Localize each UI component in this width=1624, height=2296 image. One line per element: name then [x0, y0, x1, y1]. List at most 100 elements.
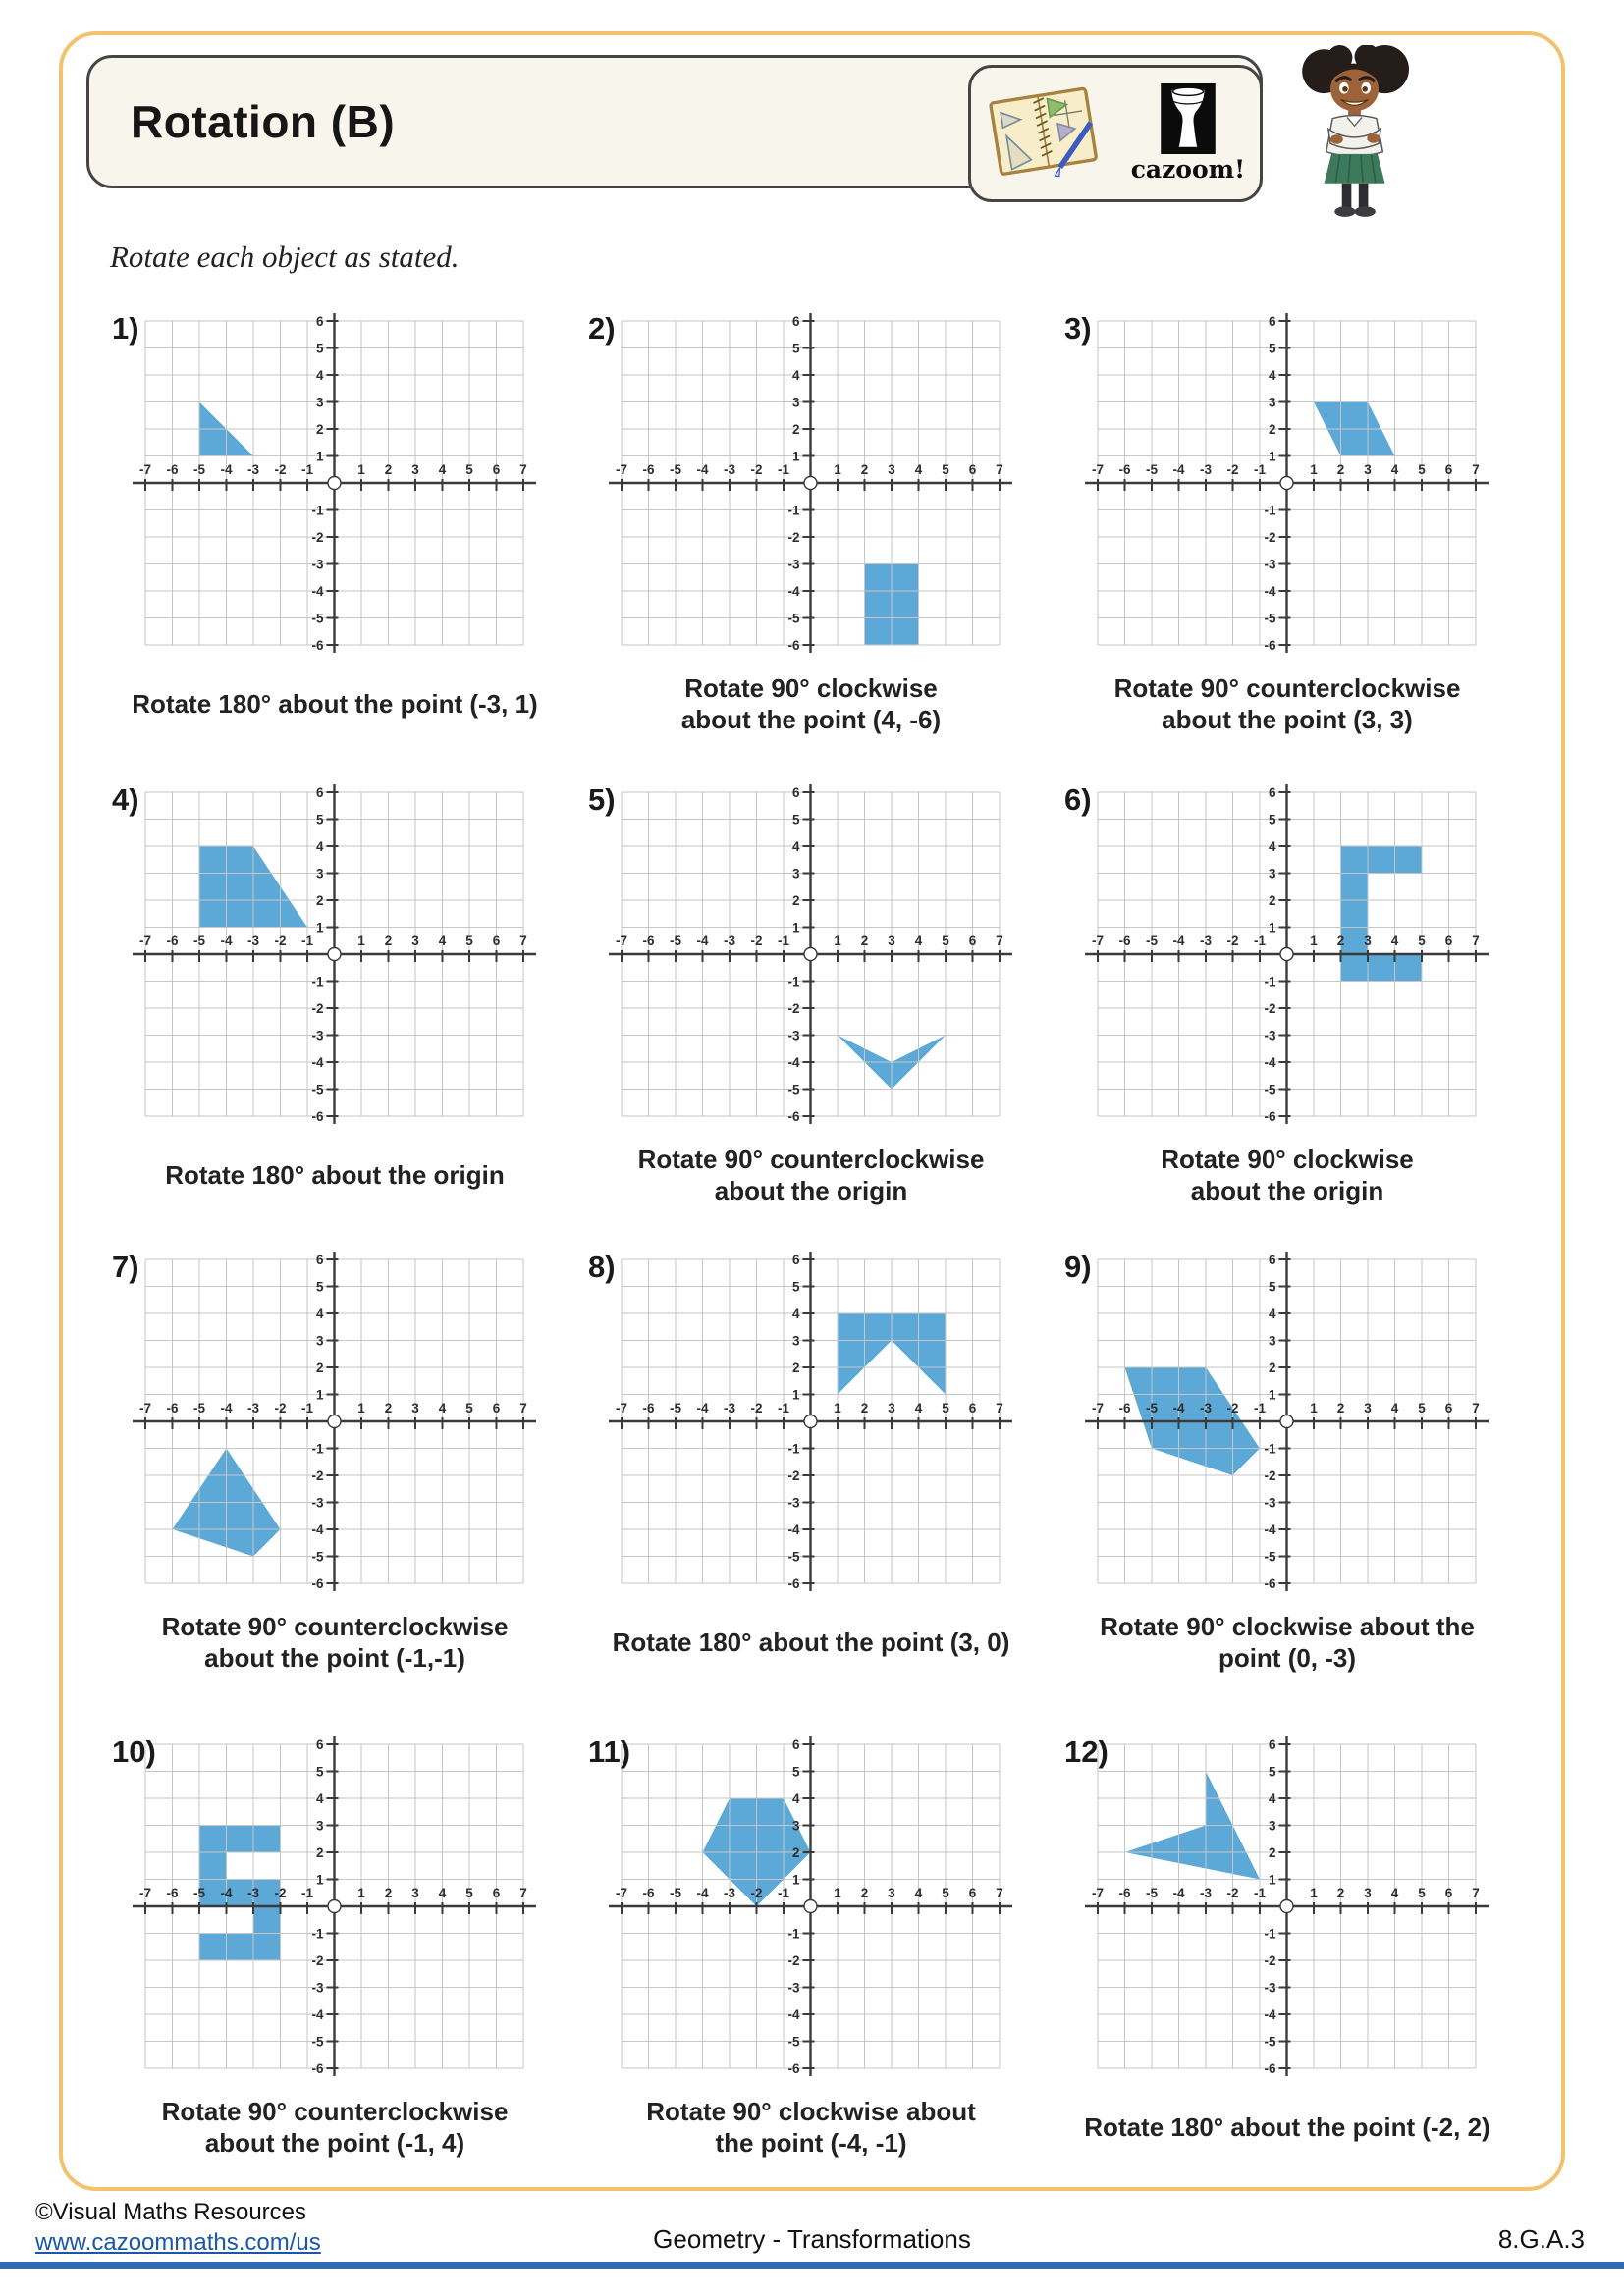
tick-label: 1: [316, 450, 324, 464]
tick-label: -2: [1264, 1953, 1275, 1968]
tick-label: 2: [861, 934, 869, 948]
tick-label: 4: [1269, 1307, 1276, 1321]
tick-label: 3: [316, 396, 324, 410]
tick-label: 1: [1269, 1388, 1276, 1403]
tick-label: 3: [1269, 1334, 1276, 1349]
origin-marker: [327, 1414, 342, 1429]
tick-label: -2: [311, 1001, 323, 1016]
tick-label: 1: [357, 1401, 365, 1415]
tick-label: 5: [1269, 1280, 1276, 1295]
tick-label: 5: [942, 934, 949, 948]
cazoom-logo-text: cazoom!: [1130, 155, 1246, 184]
tick-label: 6: [969, 934, 977, 948]
tick-label: 4: [915, 462, 923, 477]
tick-label: 5: [792, 342, 800, 356]
tick-label: 5: [942, 1401, 949, 1415]
tick-label: 7: [1472, 1401, 1480, 1415]
tick-label: -4: [696, 462, 708, 477]
tick-label: 1: [792, 921, 800, 935]
tick-label: 3: [1269, 867, 1276, 881]
tick-label: -7: [616, 1886, 627, 1900]
problem-number: 6): [1064, 782, 1092, 817]
tick-label: 3: [888, 934, 895, 948]
problem-number: 7): [112, 1250, 139, 1284]
tick-label: -6: [1118, 1886, 1130, 1900]
tick-label: -2: [274, 1401, 286, 1415]
tick-label: 7: [996, 1886, 1003, 1900]
tick-label: 5: [465, 1886, 473, 1900]
tick-label: 2: [861, 1886, 869, 1900]
tick-label: 2: [861, 462, 869, 477]
problem-shape: [199, 1825, 281, 1960]
problem-number: 12): [1064, 1735, 1109, 1769]
tick-label: 6: [792, 1737, 800, 1752]
problem-9: 9) -7 -6 -5 -4 -3 -2 -1 1 2 3 4 5 6 7 -6 -5 -4 -3 -2 -1 1 2 3 4 5…: [1064, 1250, 1489, 1673]
origin-marker: [803, 946, 818, 962]
tick-label: -7: [616, 462, 627, 477]
tick-label: 6: [316, 1253, 324, 1267]
tick-label: 1: [357, 934, 365, 948]
tick-label: 4: [1269, 839, 1276, 854]
tick-label: 6: [316, 785, 324, 800]
problem-caption: Rotate 90° clockwise about the point (4,…: [680, 672, 942, 735]
tick-label: 7: [1472, 934, 1480, 948]
tick-label: -1: [301, 462, 313, 477]
footer-url-link[interactable]: www.cazoommaths.com/us: [35, 2229, 321, 2257]
tick-label: -6: [1264, 1109, 1275, 1124]
tick-label: -3: [1264, 1981, 1275, 1996]
tick-label: 2: [316, 893, 324, 908]
tick-label: 3: [1364, 934, 1372, 948]
tick-label: 5: [942, 1886, 949, 1900]
tick-label: 5: [316, 1280, 324, 1295]
tick-label: -5: [311, 612, 323, 626]
tick-label: 2: [385, 1886, 393, 1900]
tick-label: 2: [1269, 1845, 1276, 1860]
tick-label: -6: [166, 462, 178, 477]
tick-label: 2: [1337, 1401, 1345, 1415]
tick-label: -3: [787, 558, 799, 572]
tick-label: 6: [1269, 785, 1276, 800]
tick-label: -7: [616, 1401, 627, 1415]
tick-label: -6: [787, 1109, 799, 1124]
tick-label: 5: [1418, 1401, 1426, 1415]
tick-label: -3: [1264, 558, 1275, 572]
tick-label: -1: [1264, 1927, 1275, 1942]
tick-label: 4: [439, 1401, 447, 1415]
tick-label: -2: [274, 1886, 286, 1900]
tick-label: 3: [1364, 1401, 1372, 1415]
tick-label: -6: [787, 2061, 799, 2076]
tick-label: 4: [1269, 368, 1276, 383]
tick-label: 6: [792, 314, 800, 329]
tick-label: 2: [385, 1401, 393, 1415]
student-character-illustration: [1302, 45, 1409, 217]
tick-label: -4: [311, 1055, 323, 1070]
tick-label: -2: [1264, 1468, 1275, 1483]
tick-label: 6: [493, 934, 501, 948]
tick-label: -3: [724, 1401, 735, 1415]
tick-label: -4: [220, 1886, 232, 1900]
tick-label: -4: [1264, 584, 1275, 599]
tick-label: 5: [1269, 342, 1276, 356]
tick-label: 7: [1472, 1886, 1480, 1900]
tick-label: -6: [311, 1109, 323, 1124]
tick-label: -5: [1264, 612, 1275, 626]
tick-label: -6: [166, 934, 178, 948]
tick-label: -7: [139, 1401, 151, 1415]
tick-label: 4: [1391, 462, 1399, 477]
problem-caption: Rotate 180° about the origin: [165, 1159, 505, 1190]
tick-label: 1: [1269, 1873, 1276, 1888]
tick-label: 3: [1364, 462, 1372, 477]
problem-2: 2) -7 -6 -5 -4 -3 -2 -1 1 2 3 4 5 6 7 -6 -5 -4 -3 -2 -1 1 2 3 4 5…: [588, 311, 1012, 734]
tick-label: -1: [301, 934, 313, 948]
tick-label: -5: [193, 462, 205, 477]
tick-label: -1: [301, 1886, 313, 1900]
tick-label: 1: [1310, 1886, 1318, 1900]
tick-label: 1: [834, 1401, 841, 1415]
tick-label: 2: [385, 462, 393, 477]
tick-label: -6: [642, 462, 654, 477]
